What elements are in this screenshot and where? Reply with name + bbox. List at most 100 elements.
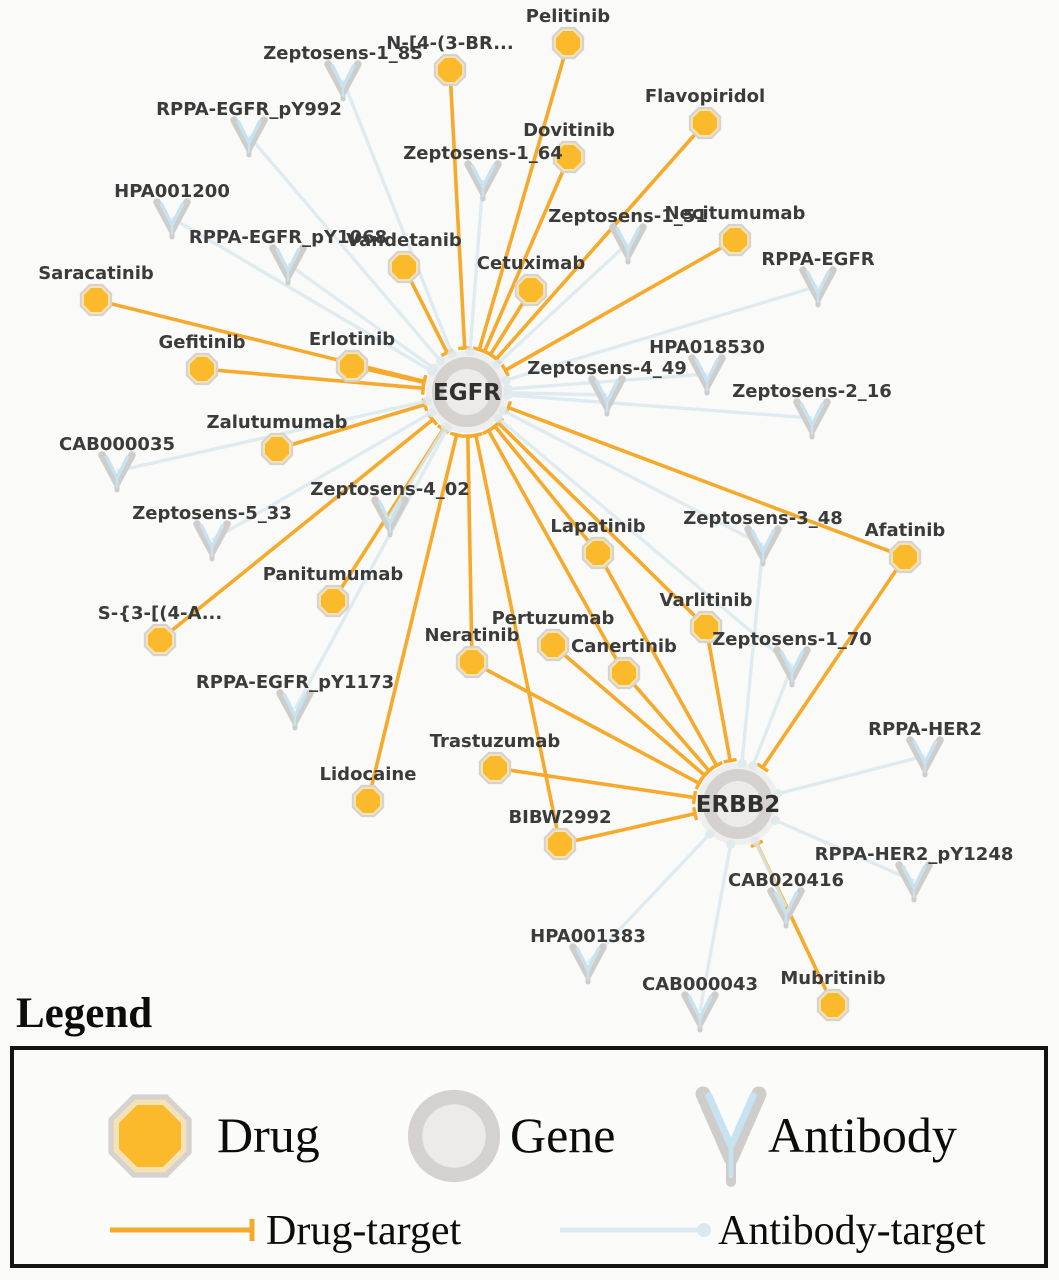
drug-target-edge bbox=[622, 671, 716, 777]
antibody-label: Zeptosens-2_16 bbox=[732, 381, 892, 402]
drug-node[interactable] bbox=[433, 53, 467, 87]
gene-node[interactable] bbox=[426, 351, 508, 433]
drug-node[interactable] bbox=[185, 352, 219, 386]
antibody-node[interactable] bbox=[193, 520, 231, 562]
drug-node[interactable] bbox=[816, 988, 850, 1022]
antibody-node[interactable] bbox=[799, 266, 837, 308]
nodes bbox=[79, 26, 944, 1033]
antibody-target-legend-icon bbox=[560, 1223, 711, 1237]
drug-label: N-[4-(3-BR... bbox=[386, 33, 513, 54]
drug-target-edge bbox=[201, 367, 426, 395]
antibody-node[interactable] bbox=[744, 525, 782, 567]
antibody-node[interactable] bbox=[773, 646, 811, 688]
antibody-node[interactable] bbox=[324, 60, 362, 102]
drug-legend-label: Drug bbox=[217, 1107, 320, 1163]
drug-node[interactable] bbox=[79, 283, 113, 317]
drug-label: Pertuzumab bbox=[492, 608, 615, 629]
antibody-node[interactable] bbox=[793, 398, 831, 440]
drug-label: Canertinib bbox=[571, 636, 677, 657]
drug-label: Lidocaine bbox=[320, 764, 417, 785]
drug-node[interactable] bbox=[514, 273, 548, 307]
drug-node[interactable] bbox=[260, 432, 294, 466]
antibody-node[interactable] bbox=[276, 689, 314, 731]
drug-node[interactable] bbox=[688, 106, 722, 140]
drug-node[interactable] bbox=[316, 584, 350, 618]
drug-label: Necitumumab bbox=[665, 203, 806, 224]
antibody-node[interactable] bbox=[371, 496, 409, 538]
antibody-node[interactable] bbox=[767, 887, 805, 929]
drug-node[interactable] bbox=[718, 223, 752, 257]
drug-target-legend-label: Drug-target bbox=[266, 1208, 462, 1254]
drug-label: Cetuximab bbox=[477, 253, 586, 274]
drug-target-edge bbox=[448, 69, 472, 351]
drug-node[interactable] bbox=[689, 610, 723, 644]
drug-target-legend-icon bbox=[110, 1219, 255, 1241]
drug-target-edge bbox=[481, 425, 626, 674]
antibody-target-edge bbox=[773, 754, 926, 799]
antibody-label: RPPA-EGFR_pY992 bbox=[156, 99, 342, 120]
antibody-node[interactable] bbox=[609, 223, 647, 265]
drug-target-edge bbox=[494, 766, 698, 805]
antibody-legend-label: Antibody bbox=[768, 1107, 957, 1163]
drug-node[interactable] bbox=[551, 26, 585, 60]
antibody-node[interactable] bbox=[588, 375, 626, 417]
drug-label: Varlitinib bbox=[660, 590, 753, 611]
drug-node[interactable] bbox=[888, 540, 922, 574]
antibody-node[interactable] bbox=[464, 160, 502, 202]
node-labels: EGFR ERBB2 Zeptosens-1_85 RPPA-EGFR_pY992 Ze… bbox=[38, 6, 1013, 995]
drug-label: Lapatinib bbox=[550, 516, 645, 537]
antibody-legend-icon bbox=[695, 1086, 767, 1187]
drug-node[interactable] bbox=[455, 645, 489, 679]
drug-node[interactable] bbox=[536, 628, 570, 662]
antibody-label: HPA018530 bbox=[649, 337, 765, 358]
legend-box: Drug Gene Antibody Drug-target Antibody-… bbox=[10, 1046, 1048, 1268]
antibody-node[interactable] bbox=[906, 736, 944, 778]
gene-legend-icon bbox=[407, 1089, 501, 1183]
drug-node[interactable] bbox=[552, 140, 586, 174]
antibody-label: Zeptosens-1_70 bbox=[712, 629, 872, 650]
antibody-node[interactable] bbox=[269, 244, 307, 286]
drug-node[interactable] bbox=[143, 623, 177, 657]
antibody-node[interactable] bbox=[569, 943, 607, 985]
antibody-node[interactable] bbox=[688, 354, 726, 396]
antibody-node[interactable] bbox=[895, 861, 933, 903]
drug-label: Vandetanib bbox=[346, 230, 462, 251]
drug-node[interactable] bbox=[351, 784, 385, 818]
antibody-label: Zeptosens-4_49 bbox=[527, 358, 687, 379]
drug-label: Pelitinib bbox=[526, 6, 610, 27]
drug-label: Trastuzumab bbox=[430, 731, 561, 752]
drug-target-edge bbox=[366, 431, 464, 802]
drug-node[interactable] bbox=[387, 250, 421, 284]
drug-node[interactable] bbox=[478, 751, 512, 785]
antibody-target-legend-label: Antibody-target bbox=[718, 1208, 986, 1254]
antibody-label: RPPA-HER2_pY1248 bbox=[815, 844, 1014, 865]
antibody-label: RPPA-EGFR_pY1173 bbox=[196, 672, 394, 693]
antibody-label: HPA001383 bbox=[530, 926, 646, 947]
antibody-label: HPA001200 bbox=[114, 181, 230, 202]
antibody-target-edge bbox=[737, 544, 765, 768]
legend-title: Legend bbox=[16, 990, 153, 1037]
drug-label: Mubritinib bbox=[780, 968, 885, 989]
antibody-node[interactable] bbox=[153, 198, 191, 240]
drug-node[interactable] bbox=[335, 349, 369, 383]
drug-target-edge bbox=[756, 555, 907, 773]
antibody-node[interactable] bbox=[98, 451, 136, 493]
gene-label: EGFR bbox=[433, 380, 501, 406]
antibody-label: RPPA-EGFR bbox=[761, 249, 874, 270]
antibody-label: Zeptosens-3_48 bbox=[683, 508, 843, 529]
antibody-node[interactable] bbox=[681, 991, 719, 1033]
drug-label: Zalutumumab bbox=[207, 412, 348, 433]
antibody-label: Zeptosens-5_33 bbox=[132, 503, 292, 524]
antibody-label: Zeptosens-1_64 bbox=[403, 143, 563, 164]
drug-label: Gefitinib bbox=[159, 332, 246, 353]
drug-node[interactable] bbox=[607, 656, 641, 690]
gene-legend-label: Gene bbox=[510, 1107, 616, 1163]
drug-node[interactable] bbox=[581, 536, 615, 570]
gene-node[interactable] bbox=[697, 763, 779, 845]
drug-node[interactable] bbox=[543, 827, 577, 861]
antibody-label: CAB020416 bbox=[728, 870, 844, 891]
drug-label: Afatinib bbox=[865, 520, 946, 541]
antibody-node[interactable] bbox=[230, 116, 268, 158]
